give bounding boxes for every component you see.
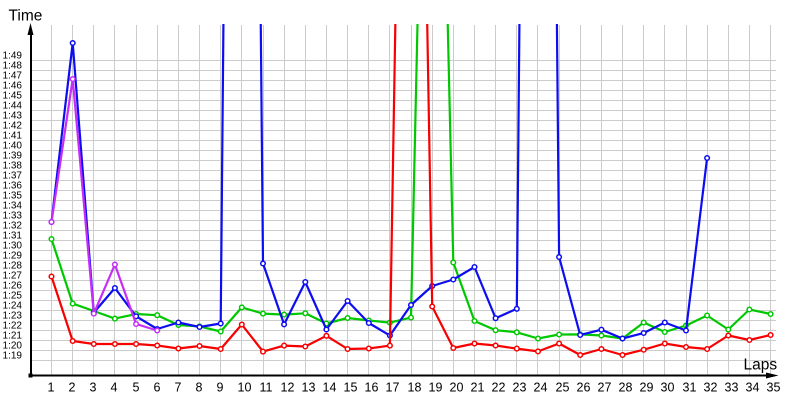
svg-text:25: 25 [556, 381, 570, 395]
svg-text:26: 26 [577, 381, 591, 395]
svg-text:23: 23 [513, 381, 527, 395]
svg-text:32: 32 [704, 381, 718, 395]
svg-text:1:48: 1:48 [3, 61, 23, 72]
svg-text:1:24: 1:24 [3, 301, 23, 312]
svg-text:9: 9 [217, 381, 224, 395]
svg-text:1:35: 1:35 [3, 191, 23, 202]
svg-text:1:40: 1:40 [3, 141, 23, 152]
svg-text:1:22: 1:22 [3, 321, 23, 332]
svg-text:1:20: 1:20 [3, 341, 23, 352]
svg-text:7: 7 [175, 381, 182, 395]
svg-text:1:46: 1:46 [3, 81, 23, 92]
svg-text:1:28: 1:28 [3, 261, 23, 272]
svg-text:1:29: 1:29 [3, 251, 23, 262]
svg-text:1:30: 1:30 [3, 241, 23, 252]
svg-text:16: 16 [365, 381, 379, 395]
svg-text:1:47: 1:47 [3, 71, 23, 82]
svg-text:1:44: 1:44 [3, 101, 23, 112]
svg-text:1:42: 1:42 [3, 121, 23, 132]
svg-text:21: 21 [471, 381, 485, 395]
svg-text:20: 20 [450, 381, 464, 395]
svg-text:4: 4 [111, 381, 118, 395]
svg-text:1:27: 1:27 [3, 271, 23, 282]
svg-text:1:19: 1:19 [3, 351, 23, 362]
svg-text:1:32: 1:32 [3, 221, 23, 232]
svg-text:8: 8 [196, 381, 203, 395]
svg-text:6: 6 [154, 381, 161, 395]
svg-text:2: 2 [69, 381, 76, 395]
svg-text:1:41: 1:41 [3, 131, 23, 142]
svg-text:33: 33 [725, 381, 739, 395]
svg-text:1:39: 1:39 [3, 151, 23, 162]
svg-text:Laps: Laps [744, 357, 778, 374]
svg-text:1:37: 1:37 [3, 171, 23, 182]
svg-text:1:26: 1:26 [3, 281, 23, 292]
svg-text:12: 12 [281, 381, 295, 395]
svg-text:Time: Time [9, 8, 43, 25]
svg-text:35: 35 [767, 381, 781, 395]
svg-text:17: 17 [386, 381, 400, 395]
svg-text:3: 3 [90, 381, 97, 395]
svg-text:1:49: 1:49 [3, 51, 23, 62]
svg-text:27: 27 [598, 381, 612, 395]
svg-text:15: 15 [344, 381, 358, 395]
svg-text:28: 28 [619, 381, 633, 395]
svg-text:1:43: 1:43 [3, 111, 23, 122]
svg-text:24: 24 [534, 381, 548, 395]
svg-text:1:31: 1:31 [3, 231, 23, 242]
svg-text:1:33: 1:33 [3, 211, 23, 222]
svg-text:14: 14 [323, 381, 337, 395]
svg-text:1:45: 1:45 [3, 91, 23, 102]
svg-text:30: 30 [661, 381, 675, 395]
svg-text:34: 34 [746, 381, 760, 395]
svg-text:1:25: 1:25 [3, 291, 23, 302]
svg-text:5: 5 [133, 381, 140, 395]
svg-text:11: 11 [260, 381, 273, 395]
svg-text:10: 10 [238, 381, 252, 395]
svg-text:1:36: 1:36 [3, 181, 23, 192]
svg-text:1:23: 1:23 [3, 311, 23, 322]
svg-text:13: 13 [302, 381, 316, 395]
svg-text:1: 1 [48, 381, 55, 395]
svg-text:1:21: 1:21 [3, 331, 23, 342]
svg-text:29: 29 [640, 381, 654, 395]
svg-text:22: 22 [492, 381, 506, 395]
svg-text:19: 19 [429, 381, 443, 395]
svg-text:18: 18 [408, 381, 422, 395]
svg-text:1:34: 1:34 [3, 201, 23, 212]
svg-text:31: 31 [683, 381, 697, 395]
svg-text:1:38: 1:38 [3, 161, 23, 172]
